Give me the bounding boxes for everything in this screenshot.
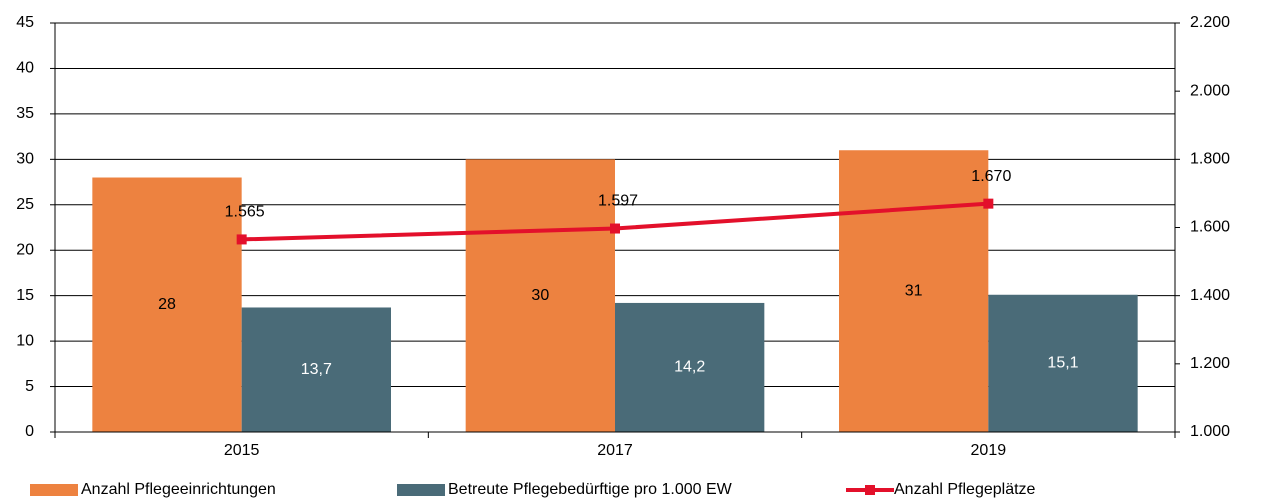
data-label: 13,7 [301, 361, 332, 378]
legend-label: Anzahl Pflegeplätze [894, 481, 1036, 498]
legend-label: Betreute Pflegebedürftige pro 1.000 EW [448, 481, 733, 498]
y-tick-label: 0 [25, 423, 34, 440]
data-label: 14,2 [674, 359, 705, 376]
data-label: 31 [905, 282, 923, 299]
y-tick-label: 5 [25, 378, 34, 395]
bar [988, 294, 1138, 432]
legend-label: Anzahl Pflegeeinrichtungen [81, 481, 276, 498]
data-label: 30 [531, 287, 549, 304]
bar [615, 302, 765, 432]
y-tick-label: 25 [16, 196, 34, 213]
y-tick-label: 20 [16, 241, 34, 258]
y-tick-label: 45 [16, 14, 34, 31]
y-tick-label: 10 [16, 332, 34, 349]
bar [839, 150, 989, 432]
y2-tick-label: 1.200 [1190, 355, 1230, 372]
bar [92, 177, 242, 432]
legend-swatch [397, 484, 445, 496]
y2-tick-label: 1.000 [1190, 423, 1230, 440]
line-marker [610, 223, 620, 234]
bar [465, 159, 615, 433]
y-tick-label: 30 [16, 151, 34, 168]
data-label: 28 [158, 296, 176, 313]
bar [241, 307, 391, 432]
y-tick-label: 40 [16, 60, 34, 77]
data-label: 1.597 [598, 193, 638, 210]
y2-tick-label: 1.800 [1190, 151, 1230, 168]
legend-swatch [30, 484, 78, 496]
y2-tick-label: 2.000 [1190, 82, 1230, 99]
x-tick-label: 2019 [971, 442, 1007, 459]
legend-marker [865, 485, 875, 495]
x-tick-label: 2015 [224, 442, 260, 459]
y2-tick-label: 1.600 [1190, 219, 1230, 236]
y2-tick-label: 2.200 [1190, 14, 1230, 31]
y-tick-label: 35 [16, 105, 34, 122]
x-tick-label: 2017 [597, 442, 633, 459]
data-label: 15,1 [1047, 355, 1078, 372]
data-label: 1.670 [971, 168, 1011, 185]
line-marker [236, 234, 247, 245]
data-label: 1.565 [225, 204, 265, 221]
y2-tick-label: 1.400 [1190, 287, 1230, 304]
line-marker [983, 198, 994, 209]
y-tick-label: 15 [16, 287, 34, 304]
